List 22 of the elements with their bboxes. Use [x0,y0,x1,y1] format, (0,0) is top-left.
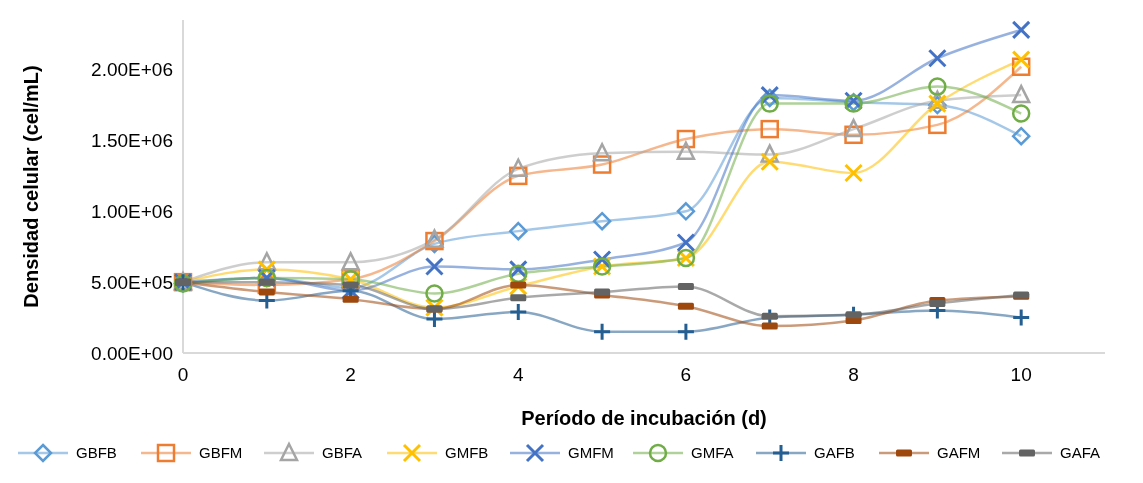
legend-label: GMFA [691,444,734,462]
legend-label: GMFB [445,444,489,462]
x-tick-label: 2 [345,364,356,385]
legend-label: GBFA [322,444,363,462]
y-tick-label: 5.00E+05 [91,271,173,293]
legend-label: GAFA [1060,444,1101,462]
x-tick-label: 0 [177,364,189,385]
x-tick-label: 6 [680,364,692,385]
x-tick-label: 8 [848,364,859,385]
y-tick-label: 1.00E+06 [91,200,173,222]
x-tick-label: 4 [512,364,524,385]
y-axis-title: Densidad celular (cel/mL) [20,65,42,308]
y-tick-label: 2.00E+06 [91,59,173,81]
x-tick-label: 10 [1010,364,1032,385]
legend-label: GAFM [937,444,981,462]
y-tick-label: 1.50E+06 [91,130,173,152]
legend-label: GBFB [76,444,117,462]
legend-label: GAFB [814,444,855,462]
legend-label: GBFM [199,444,243,462]
x-axis-title: Período de incubación (d) [521,407,767,429]
legend-label: GMFM [568,444,614,462]
y-tick-label: 0.00E+00 [91,342,173,364]
